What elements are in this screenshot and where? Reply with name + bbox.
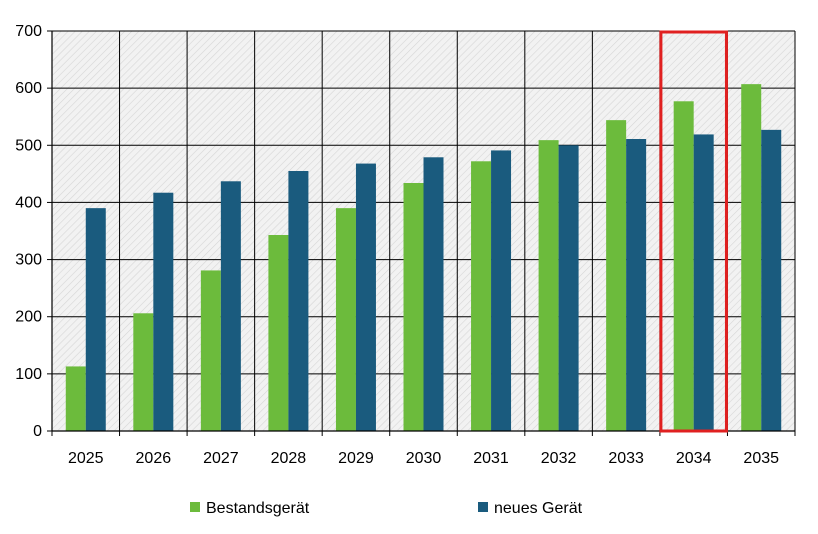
y-tick-label: 700 [15, 23, 42, 40]
y-axis-ticks: 0 100 200 300 400 500 600 700 [15, 23, 42, 440]
y-tick-label: 500 [15, 137, 42, 154]
bars [65, 84, 782, 432]
x-tick-label: 2033 [608, 450, 644, 467]
bar-neues-geraet-2031 [491, 150, 512, 431]
bar-bestandsgeraet-2026 [133, 313, 154, 431]
bar-bestandsgeraet-2028 [268, 235, 289, 431]
x-tick-label: 2030 [406, 450, 442, 467]
legend-label-neues-geraet: neues Gerät [494, 500, 583, 517]
bar-bestandsgeraet-2025 [65, 366, 86, 431]
x-tick-label: 2031 [473, 450, 509, 467]
x-tick-label: 2032 [541, 450, 577, 467]
bar-neues-geraet-2026 [153, 192, 174, 431]
x-tick-label: 2025 [68, 450, 104, 467]
y-tick-label: 400 [15, 194, 42, 211]
bar-neues-geraet-2033 [626, 139, 647, 431]
bar-neues-geraet-2028 [288, 171, 309, 431]
legend: Bestandsgerät neues Gerät [190, 500, 583, 517]
x-tick-label: 2029 [338, 450, 374, 467]
legend-label-bestandsgeraet: Bestandsgerät [206, 500, 310, 517]
bar-bestandsgeraet-2030 [403, 183, 424, 431]
bar-bestandsgeraet-2029 [335, 208, 356, 431]
y-tick-label: 200 [15, 309, 42, 326]
bar-bestandsgeraet-2033 [606, 120, 627, 432]
legend-swatch-neues-geraet [478, 502, 488, 512]
bar-bestandsgeraet-2031 [471, 161, 492, 432]
bar-neues-geraet-2029 [355, 163, 376, 432]
bar-neues-geraet-2025 [85, 208, 106, 431]
highlight-2034-box [659, 30, 728, 433]
bar-bestandsgeraet-2032 [538, 140, 559, 431]
x-tick-label: 2034 [676, 450, 712, 467]
bar-neues-geraet-2034 [693, 134, 714, 431]
legend-swatch-bestandsgeraet [190, 502, 200, 512]
bar-bestandsgeraet-2035 [741, 84, 762, 432]
x-axis-ticks: 2025 2026 2027 2028 2029 2030 2031 2032 2033 2034… [68, 450, 779, 467]
x-tick-label: 2026 [136, 450, 172, 467]
highlight-box [659, 30, 728, 433]
bar-neues-geraet-2027 [220, 181, 241, 431]
x-tick-label: 2035 [743, 450, 779, 467]
y-tick-label: 0 [33, 423, 42, 440]
x-tick-label: 2027 [203, 450, 239, 467]
bar-neues-geraet-2032 [558, 145, 579, 432]
bar-bestandsgeraet-2034 [673, 101, 694, 432]
y-tick-label: 600 [15, 80, 42, 97]
bar-neues-geraet-2035 [761, 129, 782, 431]
bar-neues-geraet-2030 [423, 157, 444, 432]
y-tick-label: 100 [15, 366, 42, 383]
x-tick-label: 2028 [271, 450, 307, 467]
bar-bestandsgeraet-2027 [200, 270, 221, 431]
y-tick-label: 300 [15, 252, 42, 269]
